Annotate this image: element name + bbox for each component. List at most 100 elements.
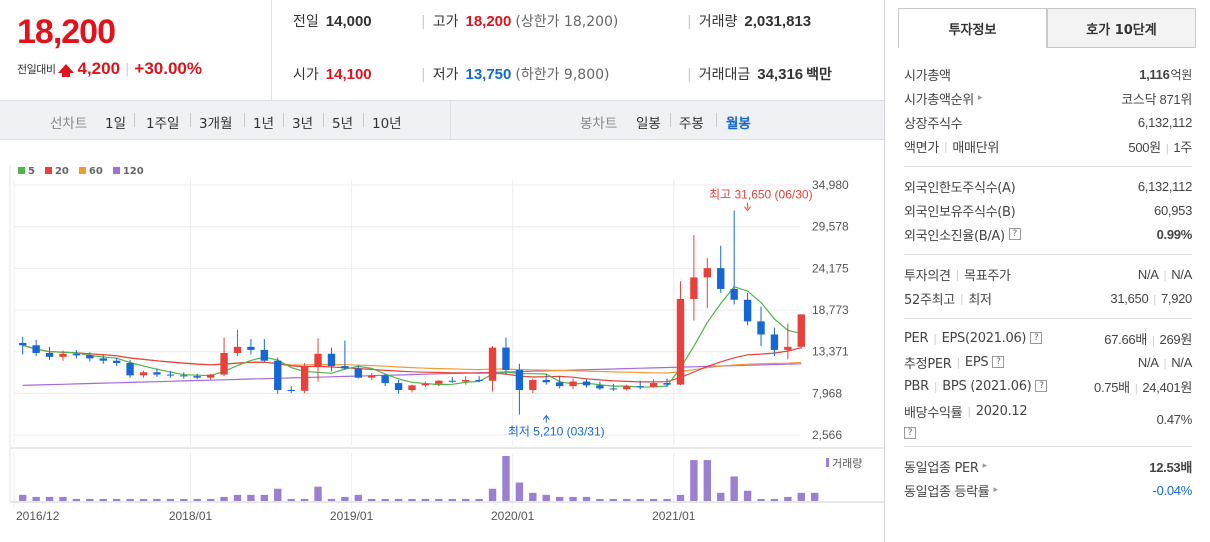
info-value-main: 60,953 [1154, 202, 1192, 218]
divider: | [1165, 142, 1169, 155]
help-icon[interactable]: ? [992, 356, 1005, 368]
candle-monthly[interactable]: 월봉 [726, 116, 751, 132]
divider: | [956, 355, 961, 369]
chart-toolbar: 선차트 1일 1주일 3개월 1년 3년 5년 10년 봉차트 일봉 주봉 월봉 [0, 100, 884, 140]
volume-bar [59, 496, 67, 501]
info-value-main: 500원 [1128, 139, 1161, 155]
volume-bar [529, 492, 537, 501]
volume-bar [166, 498, 175, 501]
info-key: 52주최고 | 최저 [904, 289, 992, 308]
chevron-right-icon[interactable]: ▸ [977, 93, 983, 103]
info-key-line: PER | EPS(2021.06)? [904, 331, 1043, 346]
info-value: 0.47% [1156, 412, 1193, 427]
volume-bar [327, 498, 336, 501]
info-key: 동일업종 PER ▸ [904, 457, 987, 476]
info-value-main: 12.53배 [1149, 459, 1192, 475]
help-icon[interactable]: ? [1030, 332, 1043, 344]
volume-legend-swatch [826, 458, 829, 467]
volume-bar [233, 494, 242, 501]
divider: | [955, 267, 960, 281]
info-key-label-2: 2020.12 [975, 404, 1028, 419]
legend-label: 60 [88, 166, 103, 177]
info-key-line: 추정PER | EPS? [904, 353, 1005, 372]
divider: | [687, 67, 692, 83]
info-key: PBR | BPS (2021.06)? [904, 379, 1048, 394]
volume-bar [730, 476, 738, 501]
tab-orderbook[interactable]: 호가 10단계 [1047, 8, 1196, 48]
info-value-main: 0.47% [1156, 412, 1193, 427]
divider [134, 113, 135, 127]
info-value-main: -0.04% [1152, 482, 1193, 498]
stat-amount: | 거래대금 34,316 백만 [687, 64, 832, 84]
help-icon[interactable]: ? [904, 427, 916, 439]
divider: | [1151, 334, 1155, 347]
candle-weekly[interactable]: 주봉 [679, 116, 704, 132]
period-3y[interactable]: 3년 [292, 116, 314, 132]
candle-daily[interactable]: 일봉 [636, 116, 661, 132]
help-icon[interactable]: ? [1008, 228, 1021, 240]
period-5y[interactable]: 5년 [332, 116, 354, 132]
divider [716, 113, 717, 127]
high-arrow-icon [744, 206, 751, 212]
divider [283, 113, 284, 127]
ma-legend: 5 20 60 120 [18, 166, 144, 177]
volume-bar [797, 492, 805, 501]
volume-label: 거래량 [832, 457, 862, 470]
info-key-label: 동일업종 등락률 [904, 484, 990, 500]
period-3m[interactable]: 3개월 [199, 116, 233, 132]
volume-bar [435, 498, 443, 501]
y-tick-label: 2,566 [812, 428, 842, 442]
high-annotation: 최고 31,650 (06/30) [709, 188, 812, 202]
volume-bar [596, 498, 604, 501]
info-row: 시가총액 1,116억원 [904, 62, 1192, 86]
volume-bar [676, 494, 685, 501]
ma120-line [22, 363, 802, 386]
volume-bar [743, 490, 752, 501]
volume-bar [448, 498, 456, 501]
period-1y[interactable]: 1년 [253, 116, 275, 132]
info-value-unit: 억원 [1170, 67, 1193, 82]
candle-body [676, 298, 685, 385]
stat-low: | 저가 13,750 (하한가 9,800) [421, 64, 609, 84]
info-key-line: 52주최고 | 최저 [904, 289, 992, 308]
info-key-line: 동일업종 PER ▸ [904, 457, 987, 476]
volume-bar [582, 496, 591, 501]
volume-bar [811, 492, 819, 501]
low-annotation: 최저 5,210 (03/31) [508, 425, 605, 439]
candlestick-chart[interactable]: 34,980 29,578 24,175 18,773 13,371 7,968 2,566… [0, 140, 884, 542]
chevron-right-icon[interactable]: ▸ [982, 461, 988, 471]
section-divider [904, 446, 1192, 447]
info-value-2: 7,920 [1160, 290, 1192, 306]
line-chart-label: 선차트 [50, 116, 88, 132]
x-tick-label: 2019/01 [330, 509, 374, 523]
period-10y[interactable]: 10년 [372, 116, 402, 132]
info-value: 31,650 | 7,920 [1110, 291, 1192, 306]
change-value: 4,200 [77, 59, 121, 78]
info-value-main: 31,650 [1110, 290, 1149, 306]
divider: | [125, 61, 130, 77]
candle-body [703, 268, 712, 278]
volume-bar [502, 456, 510, 501]
stat-amount-label: 거래대금 [698, 67, 751, 83]
candle-body [582, 381, 591, 386]
period-1d[interactable]: 1일 [105, 116, 127, 132]
chevron-right-icon[interactable]: ▸ [993, 485, 998, 495]
info-key-label: 상장주식수 [904, 116, 963, 132]
tab-investment-info[interactable]: 투자정보 [898, 8, 1047, 48]
divider: | [1163, 357, 1167, 370]
info-value: 0.99% [1157, 227, 1193, 242]
divider: | [1163, 269, 1167, 282]
candle-body [274, 360, 282, 391]
candle-body [623, 386, 631, 390]
divider: | [687, 14, 692, 30]
info-value-2: 24,401원 [1142, 379, 1192, 395]
period-1w[interactable]: 1주일 [146, 116, 180, 132]
candle-body [475, 379, 483, 381]
help-icon[interactable]: ? [1035, 380, 1048, 392]
candle-body [381, 375, 389, 384]
y-tick-label: 24,175 [812, 261, 849, 275]
section-divider [904, 318, 1192, 319]
info-key-line: 외국인한도주식수(A) [904, 177, 1016, 196]
candle-body [609, 388, 618, 390]
volume-bar [609, 498, 618, 501]
